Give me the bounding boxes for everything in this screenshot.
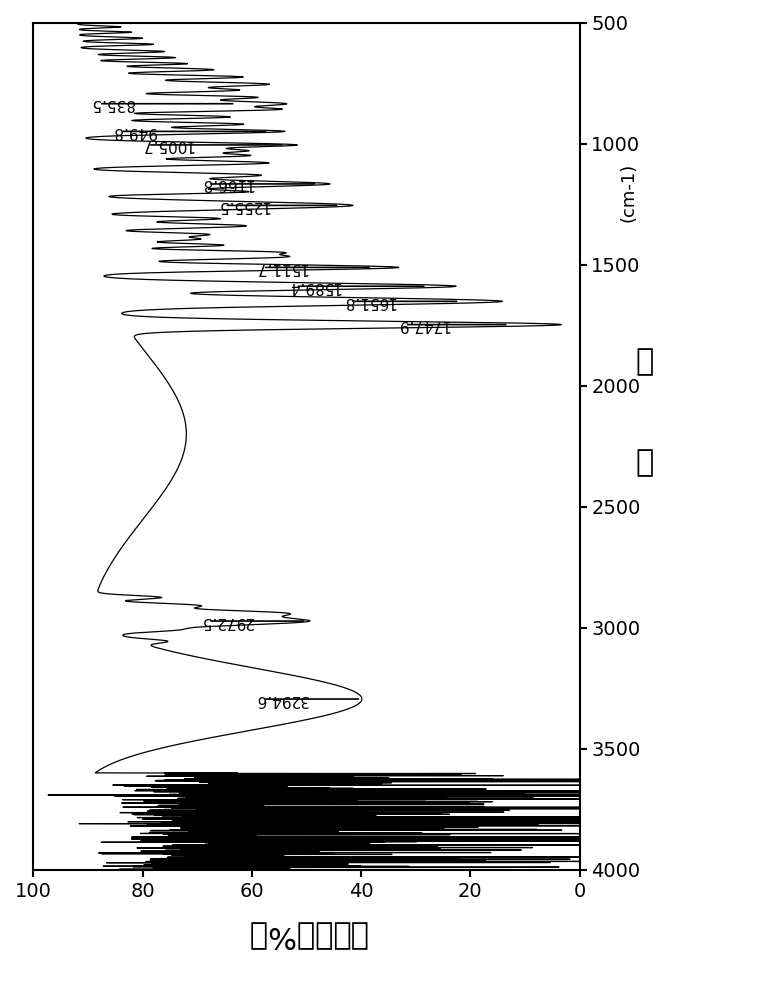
Text: 数: 数 <box>636 449 654 478</box>
Text: 1511.7: 1511.7 <box>255 260 308 275</box>
Text: 949.8: 949.8 <box>113 124 156 139</box>
Text: 1166.8: 1166.8 <box>200 176 253 191</box>
Text: 1255.5: 1255.5 <box>216 198 269 213</box>
Text: 透光率（%）: 透光率（%） <box>246 921 367 950</box>
Text: 2972.5: 2972.5 <box>200 614 253 629</box>
Text: (cm-1): (cm-1) <box>620 162 637 222</box>
Text: 1005.7: 1005.7 <box>140 137 193 152</box>
Text: 835.5: 835.5 <box>91 96 134 111</box>
Text: 3294.6: 3294.6 <box>255 692 308 707</box>
Text: 1747.9: 1747.9 <box>397 317 449 332</box>
Text: 波: 波 <box>636 347 654 376</box>
Text: 1589.4: 1589.4 <box>288 279 341 294</box>
Text: 1651.8: 1651.8 <box>342 294 395 309</box>
